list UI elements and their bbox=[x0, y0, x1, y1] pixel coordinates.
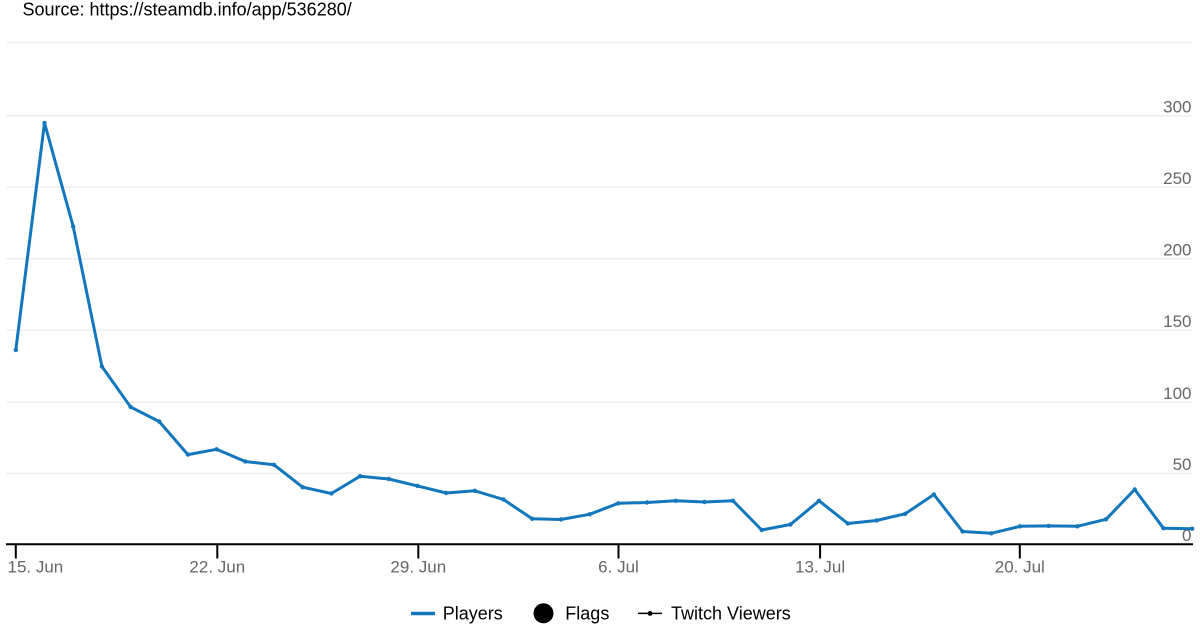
svg-text:20. Jul: 20. Jul bbox=[995, 558, 1045, 577]
svg-text:22. Jun: 22. Jun bbox=[189, 558, 245, 577]
svg-text:15. Jun: 15. Jun bbox=[8, 558, 64, 577]
svg-text:100: 100 bbox=[1163, 384, 1191, 403]
svg-text:29. Jun: 29. Jun bbox=[390, 558, 446, 577]
svg-text:250: 250 bbox=[1163, 169, 1191, 188]
svg-text:6. Jul: 6. Jul bbox=[598, 558, 639, 577]
svg-text:Flags: Flags bbox=[565, 604, 609, 624]
svg-text:50: 50 bbox=[1173, 455, 1192, 474]
svg-text:0: 0 bbox=[1182, 526, 1191, 545]
svg-text:150: 150 bbox=[1163, 312, 1191, 331]
svg-text:Twitch Viewers: Twitch Viewers bbox=[671, 604, 791, 624]
svg-text:200: 200 bbox=[1163, 241, 1191, 260]
svg-text:Players: Players bbox=[443, 604, 503, 624]
svg-text:13. Jul: 13. Jul bbox=[795, 558, 845, 577]
svg-text:Source: https://steamdb.info/a: Source: https://steamdb.info/app/536280/ bbox=[23, 0, 352, 20]
svg-text:300: 300 bbox=[1163, 98, 1191, 117]
